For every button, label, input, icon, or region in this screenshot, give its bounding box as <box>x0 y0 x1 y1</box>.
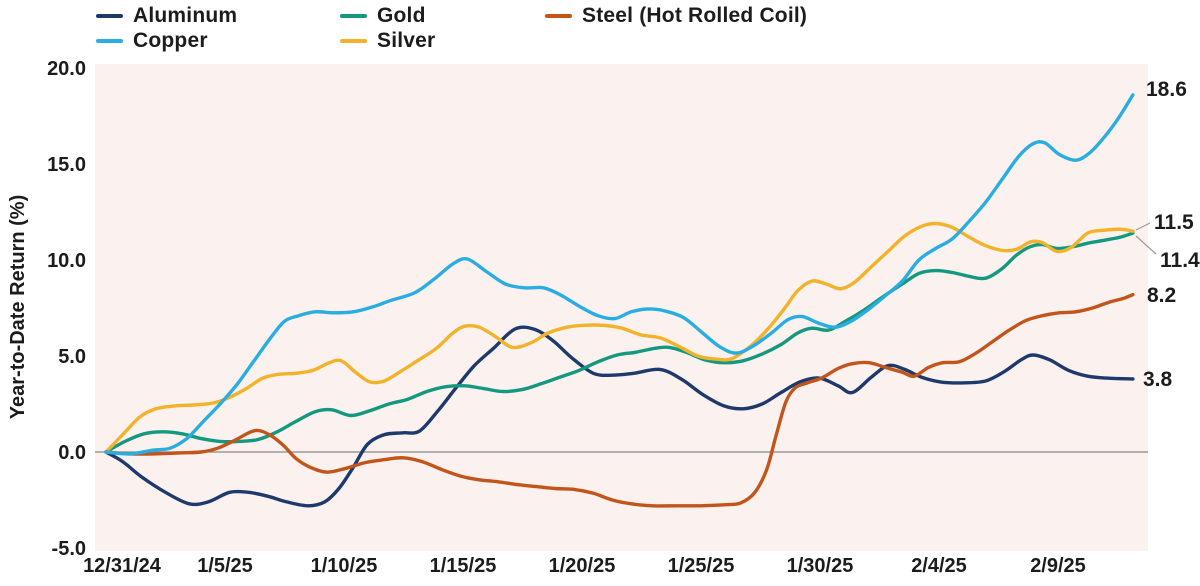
x-axis-tick-labels: 12/31/24 1/5/25 1/10/25 1/15/25 1/20/25 … <box>83 555 1086 577</box>
y-tick-label: 0.0 <box>58 442 86 464</box>
steel-line-swatch-icon <box>545 13 572 18</box>
x-tick-label: 1/5/25 <box>197 555 253 577</box>
end-label-silver: 11.5 <box>1154 211 1194 234</box>
y-tick-label: 15.0 <box>47 154 86 176</box>
plot-area <box>95 64 1148 551</box>
legend-item-aluminum: Aluminum <box>96 3 340 28</box>
x-tick-label: 12/31/24 <box>83 555 162 577</box>
legend-label-aluminum: Aluminum <box>133 3 238 27</box>
y-tick-label: -5.0 <box>52 538 86 560</box>
legend-label-gold: Gold <box>377 3 426 27</box>
series-line-aluminum <box>104 325 1135 508</box>
y-tick-label: 10.0 <box>47 250 86 272</box>
series-end-labels: 18.6 11.5 11.4 8.2 3.8 <box>1143 78 1200 391</box>
x-tick-label: 1/25/25 <box>668 555 735 577</box>
end-label-steel: 8.2 <box>1147 284 1176 307</box>
legend-item-copper: Copper <box>96 28 340 53</box>
chart-legend: Aluminum Copper Gold Silver Steel (Hot R… <box>96 3 807 53</box>
y-axis-title: Year-to-Date Return (%) <box>7 195 29 419</box>
y-axis-tick-labels: 20.0 15.0 10.0 5.0 0.0 -5.0 <box>47 58 86 560</box>
silver-label-leader-line <box>1135 222 1151 231</box>
aluminum-line-swatch-icon <box>96 13 123 18</box>
legend-item-gold: Gold <box>340 3 545 28</box>
series-line-copper <box>104 93 1135 456</box>
x-tick-label: 1/10/25 <box>311 555 378 577</box>
x-tick-label: 1/15/25 <box>430 555 497 577</box>
x-tick-label: 1/20/25 <box>549 555 616 577</box>
legend-label-steel: Steel (Hot Rolled Coil) <box>582 3 808 27</box>
gold-label-leader-line <box>1135 235 1157 255</box>
series-line-gold <box>104 231 1135 454</box>
legend-item-steel: Steel (Hot Rolled Coil) <box>545 3 807 28</box>
copper-line-swatch-icon <box>96 38 123 43</box>
x-tick-label: 2/4/25 <box>911 555 967 577</box>
silver-line-swatch-icon <box>340 38 367 43</box>
end-label-gold: 11.4 <box>1160 249 1200 272</box>
legend-label-silver: Silver <box>377 28 436 52</box>
end-label-aluminum: 3.8 <box>1143 368 1173 391</box>
y-tick-label: 20.0 <box>47 58 86 80</box>
x-tick-label: 2/9/25 <box>1030 555 1086 577</box>
series-line-silver <box>104 221 1135 454</box>
legend-label-copper: Copper <box>133 28 208 52</box>
end-label-copper: 18.6 <box>1146 78 1187 101</box>
y-tick-label: 5.0 <box>58 346 86 368</box>
legend-item-silver: Silver <box>340 28 545 53</box>
x-tick-label: 1/30/25 <box>787 555 854 577</box>
series-line-steel-hot-rolled-coil <box>104 292 1135 508</box>
gold-line-swatch-icon <box>340 13 367 18</box>
